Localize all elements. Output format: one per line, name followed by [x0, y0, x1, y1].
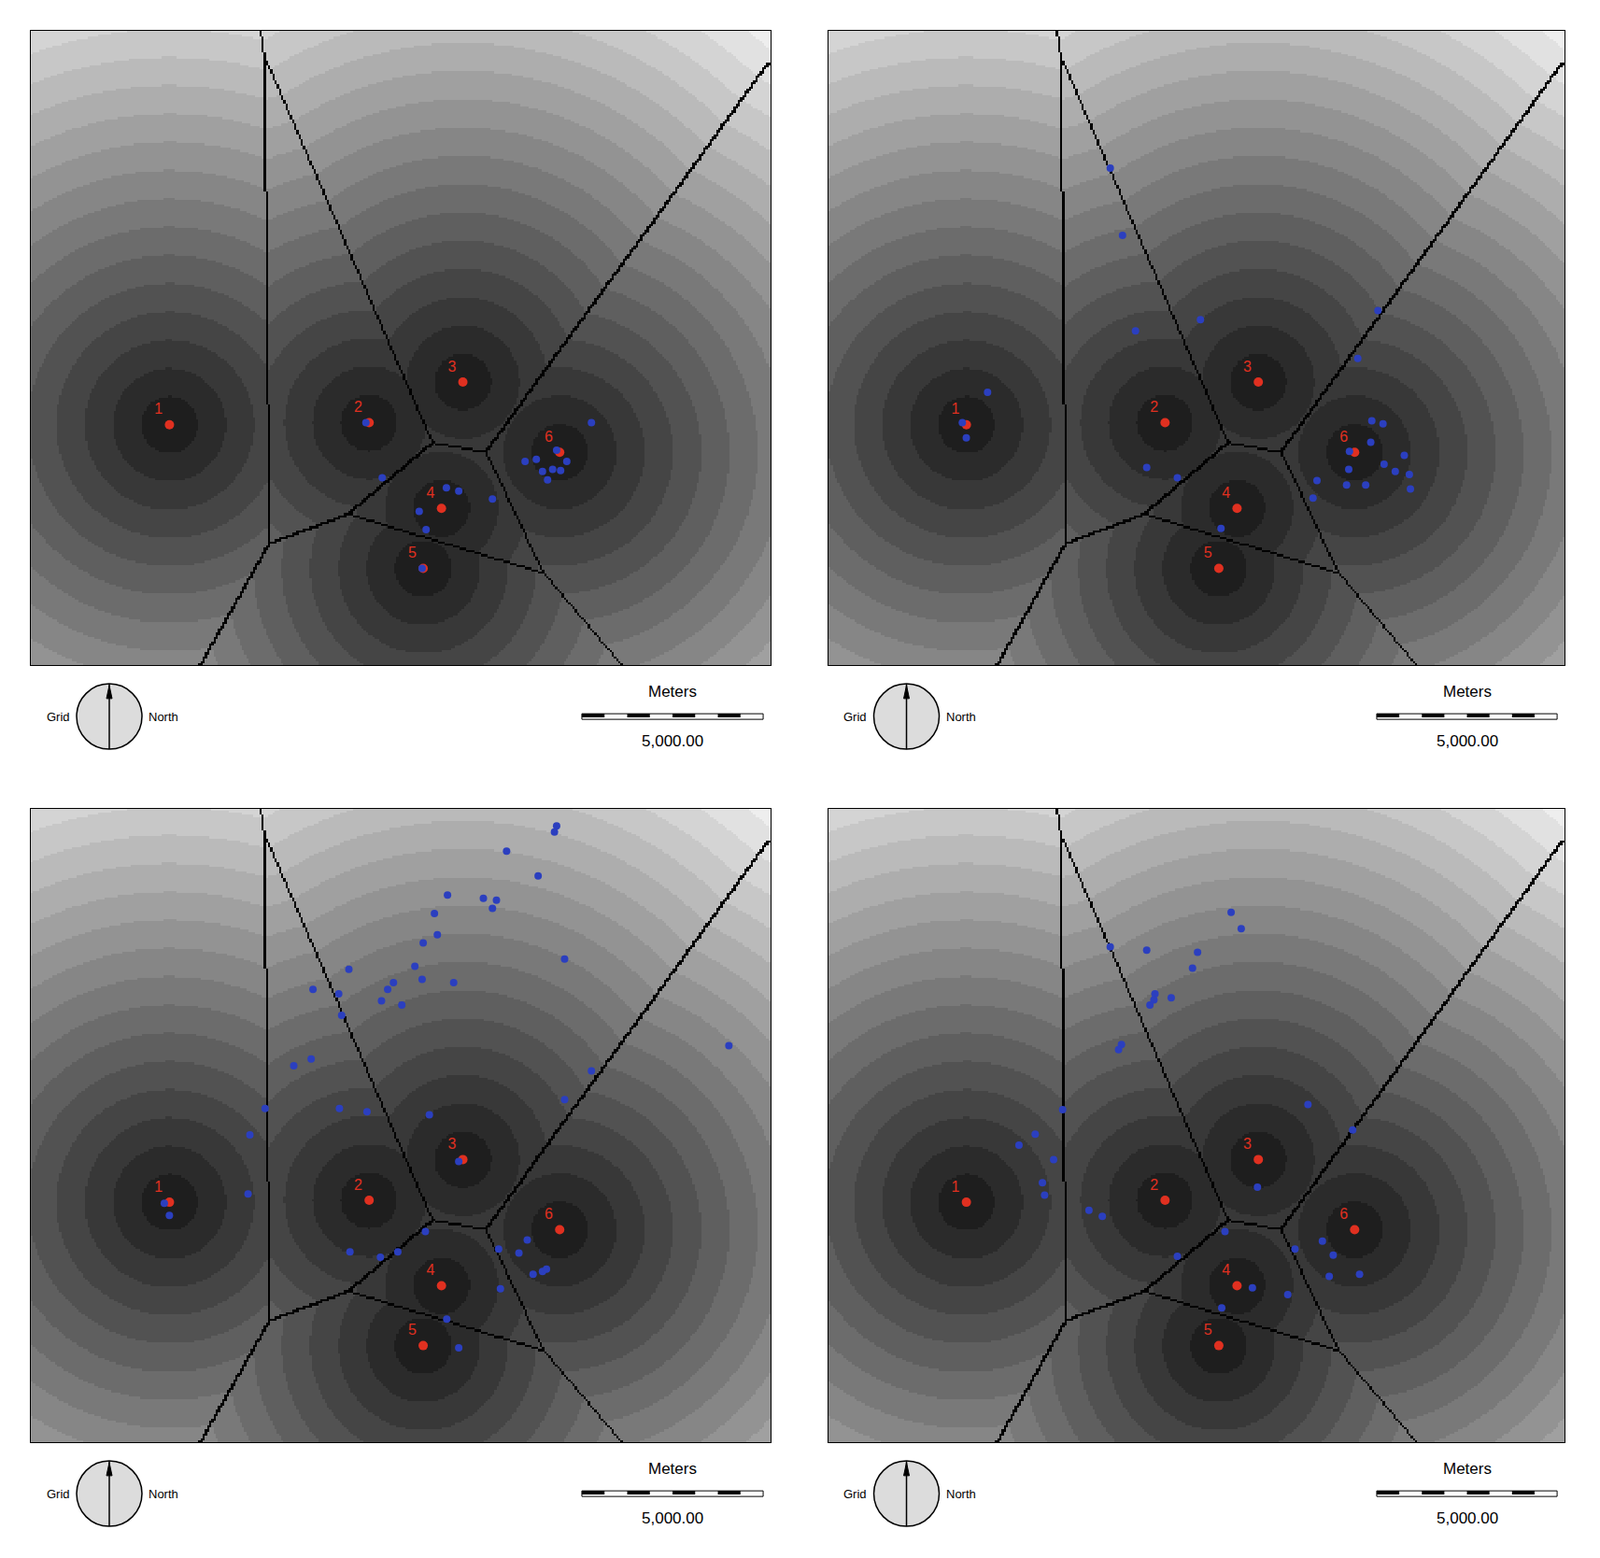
svg-text:North: North: [148, 1486, 179, 1501]
svg-text:6: 6: [544, 428, 553, 445]
svg-text:Meters: Meters: [648, 1459, 697, 1478]
svg-text:5,000.00: 5,000.00: [641, 1509, 704, 1528]
svg-text:5,000.00: 5,000.00: [1436, 732, 1499, 751]
svg-text:5: 5: [1203, 1321, 1213, 1338]
svg-text:North: North: [148, 709, 179, 724]
svg-text:3: 3: [447, 358, 456, 375]
svg-text:Grid: Grid: [843, 709, 867, 724]
svg-text:4: 4: [1221, 484, 1231, 501]
svg-text:4: 4: [425, 484, 435, 501]
svg-text:3: 3: [1243, 1135, 1252, 1152]
svg-text:4: 4: [1221, 1261, 1231, 1278]
svg-text:5,000.00: 5,000.00: [641, 732, 704, 751]
svg-text:6: 6: [544, 1205, 553, 1222]
svg-text:5: 5: [408, 1321, 417, 1338]
svg-text:6: 6: [1339, 1205, 1348, 1222]
svg-text:North: North: [946, 1486, 977, 1501]
svg-text:1: 1: [154, 1178, 163, 1195]
svg-text:5: 5: [408, 544, 417, 561]
svg-text:2: 2: [353, 1176, 363, 1193]
svg-text:6: 6: [1339, 428, 1348, 445]
svg-text:North: North: [946, 709, 977, 724]
svg-text:1: 1: [154, 400, 163, 417]
svg-text:Grid: Grid: [843, 1486, 867, 1501]
svg-text:Meters: Meters: [1443, 1459, 1492, 1478]
svg-text:Meters: Meters: [1443, 682, 1492, 701]
svg-text:Grid: Grid: [46, 1486, 71, 1501]
svg-text:2: 2: [1149, 1176, 1159, 1193]
svg-text:4: 4: [425, 1261, 435, 1278]
svg-text:5,000.00: 5,000.00: [1436, 1509, 1499, 1528]
svg-text:3: 3: [447, 1135, 456, 1152]
svg-text:2: 2: [1149, 398, 1159, 415]
svg-text:2: 2: [353, 398, 363, 415]
svg-text:Meters: Meters: [648, 682, 697, 701]
svg-text:3: 3: [1243, 358, 1252, 375]
svg-text:1: 1: [950, 400, 960, 417]
svg-text:5: 5: [1203, 544, 1213, 561]
svg-text:Grid: Grid: [46, 709, 71, 724]
svg-text:1: 1: [950, 1178, 960, 1195]
